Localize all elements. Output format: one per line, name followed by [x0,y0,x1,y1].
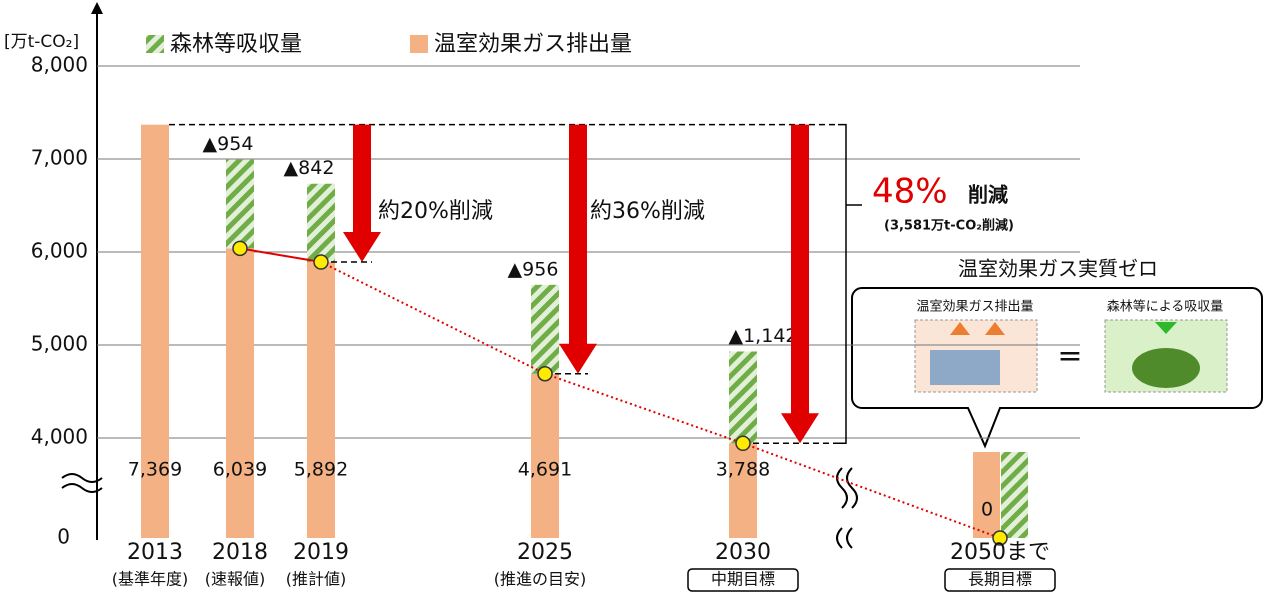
value-label: 6,039 [213,459,267,481]
bar-absorption [531,284,559,374]
bar-emission [307,262,335,538]
legend-label: 温室効果ガス排出量 [434,32,632,57]
annotation: 約20%削減 [378,199,493,224]
reduction-arrow [781,124,819,444]
x-tick-label: 2018 [212,540,268,565]
reduction-arrow [559,124,597,374]
bar-2050-emission [973,452,1000,538]
legend-swatch [146,35,164,53]
note-box [687,568,799,592]
net-point [735,435,751,452]
net-point [232,240,248,257]
x-tick-note: 中期目標 [711,570,775,589]
x-tick-note: (推計値) [286,570,347,589]
reduction-arrow [343,124,381,263]
y-tick-label: 0 [57,525,70,549]
x-tick-label: 2019 [293,540,349,565]
annotation-highlight: 48% [872,172,948,212]
y-unit-label: [万t-CO₂] [4,32,79,52]
bar-absorption [729,351,757,444]
value-label: ▲1,142 [728,325,797,347]
value-label: ▲954 [203,133,254,155]
bar-emission [729,443,757,538]
inset-forest [1132,348,1200,388]
x-tick-note: (推進の目安) [494,570,587,589]
y-axis-arrow [91,2,103,14]
note-box [944,568,1056,592]
annotation-note: (3,581万t-CO₂削減) [884,218,1014,234]
annotation: 削減 [968,183,1008,207]
x-tick-note: 長期目標 [968,570,1032,589]
y-tick-label: 4,000 [31,425,88,449]
value-label: 5,892 [294,459,348,481]
bar-absorption [307,183,335,263]
net-point [992,530,1008,546]
bar-emission [141,124,169,539]
net-line [239,247,322,264]
x-tick-label: 2050まで [950,540,1050,565]
x-tick-label: 2013 [127,540,183,565]
y-tick-label: 8,000 [31,53,88,77]
bar-emission [531,373,559,538]
value-label: ▲956 [508,258,559,280]
y-tick-label: 5,000 [31,332,88,356]
x-tick-label: 2030 [715,540,771,565]
x-tick-note: (速報値) [205,570,266,589]
inset-left-label: 温室効果ガス排出量 [916,299,1033,315]
legend-swatch [410,35,428,53]
y-tick-label: 6,000 [31,239,88,263]
net-line [544,372,744,445]
inset-right-label: 森林等による吸収量 [1107,299,1224,315]
net-line [742,442,1001,539]
inset-arrow [985,322,1005,335]
bracket [838,123,862,445]
net-point [537,365,553,382]
inset-arrow [1155,322,1177,334]
bar-2050-absorption [1001,452,1028,538]
x-tick-label: 2025 [517,540,573,565]
y-tick-label: 7,000 [31,146,88,170]
net-line [320,261,546,375]
inset-title: 温室効果ガス実質ゼロ [958,257,1158,281]
axis-break [61,473,103,493]
bar-absorption [226,159,254,249]
annotation: 約36%削減 [590,199,705,224]
inset-arrow [950,322,970,335]
value-label: ▲842 [284,157,335,179]
bar-emission [226,248,254,539]
value-label: 7,369 [128,459,182,481]
inset-factory [930,350,1000,385]
x-tick-note: (基準年度) [112,570,189,589]
legend-label: 森林等吸収量 [170,32,302,57]
value-label: 3,788 [716,459,770,481]
inset-equals: = [1057,339,1082,374]
value-label: 4,691 [518,459,572,481]
net-label: 0 [981,499,993,521]
net-point [313,254,329,270]
axis-break [836,467,858,549]
